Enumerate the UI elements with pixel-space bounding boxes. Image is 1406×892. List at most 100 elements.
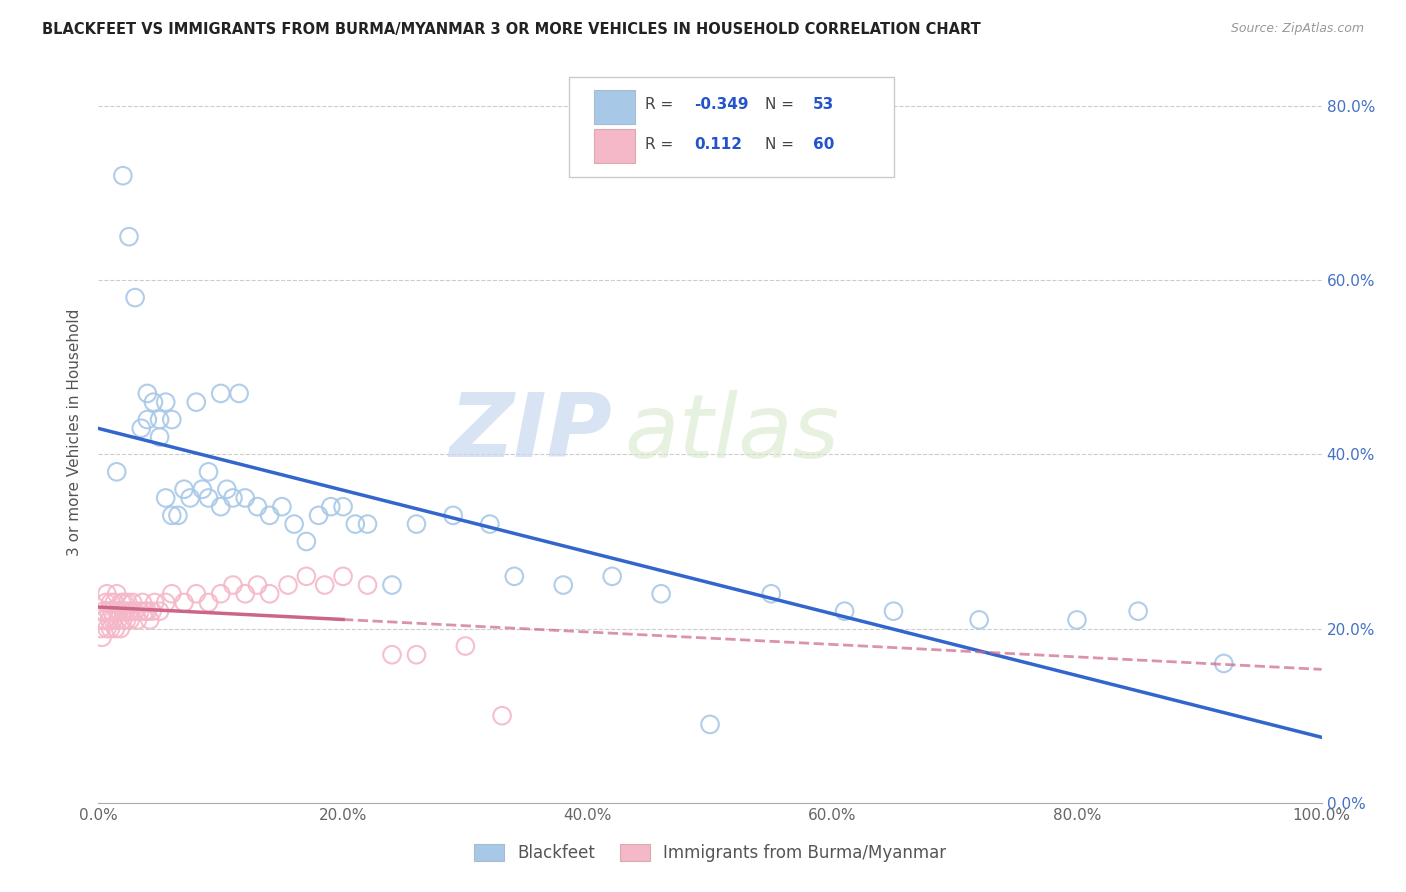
Point: [118, 229, 141, 244]
Point: [197, 465, 219, 479]
Point: [142, 395, 165, 409]
Point: [222, 491, 245, 505]
Point: [295, 534, 318, 549]
Point: [94, 595, 117, 609]
Point: [344, 517, 367, 532]
Point: [118, 604, 141, 618]
Point: [553, 578, 575, 592]
Point: [332, 500, 354, 514]
Point: [209, 386, 232, 401]
Point: [478, 517, 501, 532]
Point: [295, 569, 318, 583]
FancyBboxPatch shape: [569, 78, 894, 178]
Point: [155, 595, 177, 609]
Point: [131, 595, 153, 609]
Point: [160, 508, 183, 523]
Point: [246, 578, 269, 592]
Point: [233, 587, 256, 601]
Point: [101, 613, 124, 627]
Point: [112, 595, 135, 609]
Point: [107, 613, 129, 627]
Point: [246, 500, 269, 514]
Point: [149, 412, 172, 426]
Point: [149, 430, 172, 444]
Point: [381, 648, 404, 662]
Point: [141, 604, 163, 618]
FancyBboxPatch shape: [593, 90, 636, 125]
Point: [319, 500, 342, 514]
Point: [967, 613, 990, 627]
Point: [111, 595, 134, 609]
Point: [104, 622, 127, 636]
Text: N =: N =: [765, 96, 799, 112]
Point: [90, 622, 112, 636]
Y-axis label: 3 or more Vehicles in Household: 3 or more Vehicles in Household: [67, 309, 83, 557]
Point: [134, 604, 156, 618]
Point: [160, 587, 183, 601]
Point: [332, 569, 354, 583]
Text: ZIP: ZIP: [450, 389, 612, 476]
Point: [215, 482, 238, 496]
Point: [356, 578, 378, 592]
Point: [883, 604, 905, 618]
Point: [209, 587, 232, 601]
Point: [191, 482, 214, 496]
Point: [179, 491, 201, 505]
Point: [100, 595, 122, 609]
Point: [136, 604, 159, 618]
Point: [139, 613, 162, 627]
Point: [91, 630, 114, 644]
Text: Source: ZipAtlas.com: Source: ZipAtlas.com: [1230, 22, 1364, 36]
Point: [100, 622, 122, 636]
Point: [197, 595, 219, 609]
Point: [96, 622, 118, 636]
Text: -0.349: -0.349: [695, 96, 748, 112]
Point: [405, 648, 427, 662]
Point: [283, 517, 305, 532]
Point: [314, 578, 336, 592]
Text: 0.112: 0.112: [695, 136, 742, 152]
Point: [110, 622, 132, 636]
Point: [699, 717, 721, 731]
Text: R =: R =: [645, 136, 678, 152]
Point: [114, 604, 136, 618]
Point: [108, 604, 131, 618]
Point: [91, 604, 114, 618]
Point: [173, 482, 195, 496]
Point: [93, 613, 115, 627]
Point: [259, 587, 281, 601]
Point: [105, 604, 128, 618]
Point: [834, 604, 856, 618]
Point: [149, 604, 172, 618]
Point: [356, 517, 378, 532]
Point: [228, 386, 250, 401]
Point: [97, 604, 120, 618]
Point: [1066, 613, 1088, 627]
Point: [98, 613, 121, 627]
Text: atlas: atlas: [624, 390, 839, 475]
Point: [111, 169, 134, 183]
Point: [503, 569, 526, 583]
Point: [491, 708, 513, 723]
Text: R =: R =: [645, 96, 678, 112]
Point: [127, 613, 149, 627]
Point: [160, 412, 183, 426]
Point: [761, 587, 783, 601]
Point: [381, 578, 404, 592]
Point: [233, 491, 256, 505]
Point: [101, 604, 124, 618]
Point: [124, 291, 146, 305]
Point: [173, 595, 195, 609]
Text: 53: 53: [813, 96, 834, 112]
Point: [167, 508, 190, 523]
FancyBboxPatch shape: [593, 128, 636, 162]
Point: [454, 639, 477, 653]
Point: [121, 595, 143, 609]
Point: [405, 517, 427, 532]
Point: [600, 569, 623, 583]
Legend: Blackfeet, Immigrants from Burma/Myanmar: Blackfeet, Immigrants from Burma/Myanmar: [467, 837, 953, 869]
Point: [277, 578, 299, 592]
Point: [650, 587, 672, 601]
Point: [105, 465, 128, 479]
Point: [186, 395, 208, 409]
